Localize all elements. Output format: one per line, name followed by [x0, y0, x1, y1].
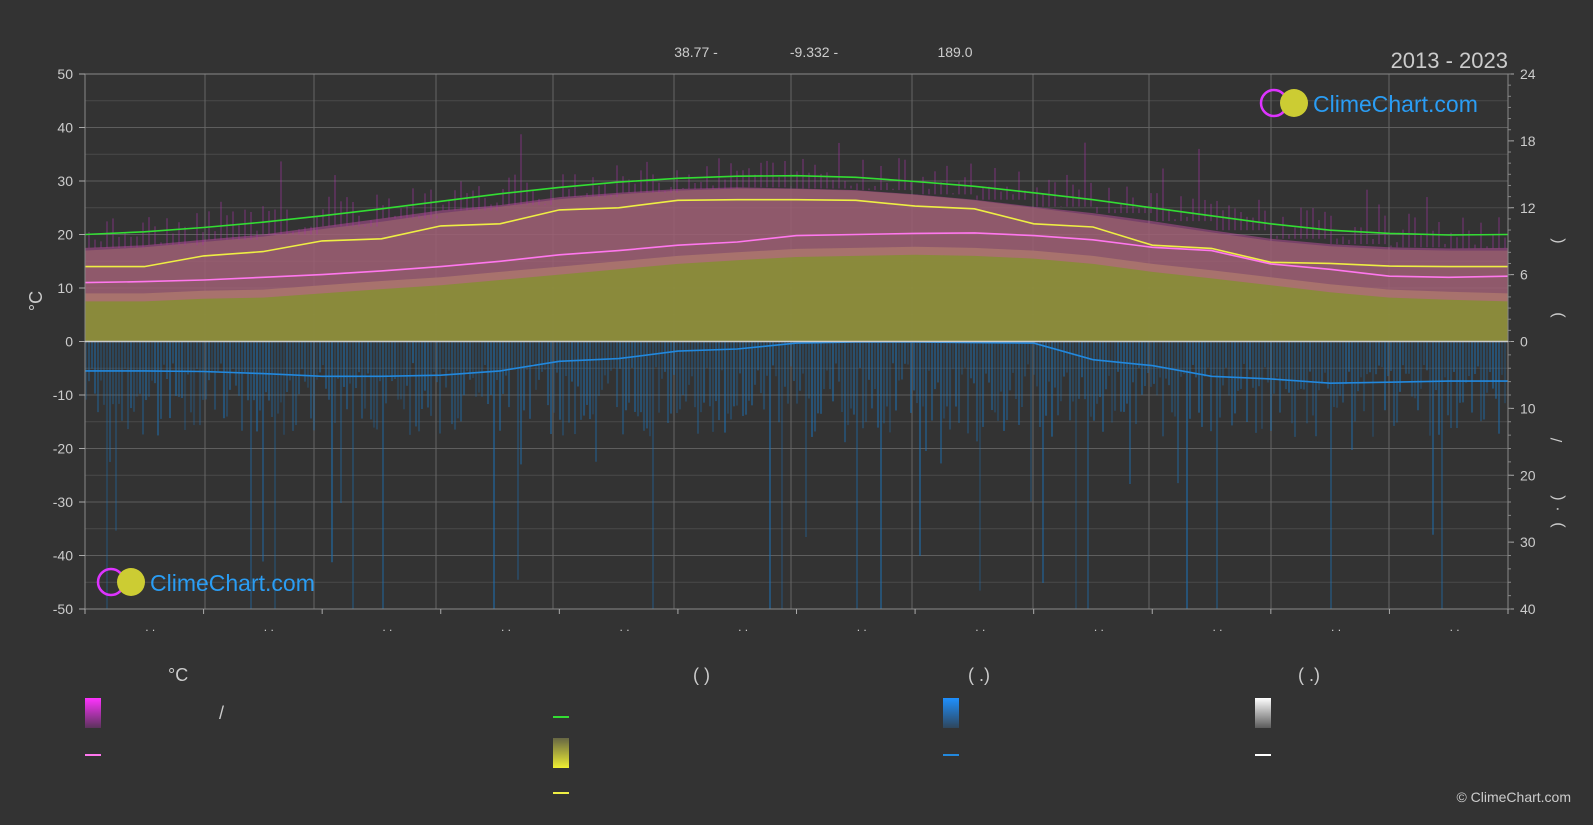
- legend-temp-mean-line: [85, 754, 101, 756]
- x-axis-month-label: . .: [1331, 620, 1341, 634]
- logo-sun-icon: [1280, 89, 1308, 117]
- legend-head-sun: ( ): [693, 665, 710, 685]
- logo-top: ClimeChart.com: [1259, 88, 1478, 118]
- logo-bottom: ClimeChart.com: [96, 567, 315, 597]
- right-axis-label-glyph: (: [1549, 238, 1566, 244]
- data-lines: [85, 174, 1508, 385]
- legend-rain-swatch: [943, 698, 959, 728]
- right-axis-tick-label: 18: [1520, 133, 1536, 149]
- right-axis-label-glyph: ): [1549, 312, 1566, 317]
- left-axis-tick-label: -30: [53, 494, 73, 510]
- logo-top-text: ClimeChart.com: [1313, 91, 1478, 117]
- header-elevation: 189.0: [937, 44, 972, 60]
- temperature-range-band: [85, 187, 1508, 302]
- right-axis-label-glyph: ): [1549, 522, 1566, 527]
- legend-rain-line: [943, 754, 959, 756]
- left-axis-tick-label: -20: [53, 441, 73, 457]
- left-axis-tick-label: 30: [57, 173, 73, 189]
- sunshine-bright-band: [85, 246, 1508, 342]
- axes: 50 40 30 20 10 0 -10 -20 -30 -40 -50 24 18 12 6 0 10 20 30…: [53, 66, 1566, 634]
- left-axis-tick-label: -50: [53, 601, 73, 617]
- legend-sunshine-swatch: [553, 738, 569, 768]
- right-axis-tick-label: 10: [1520, 400, 1536, 416]
- header-year-range: 2013 - 2023: [1391, 48, 1508, 73]
- x-axis-month-label: . .: [620, 620, 630, 634]
- x-axis-month-label: . .: [382, 620, 392, 634]
- x-axis-month-label: . .: [738, 620, 748, 634]
- left-axis-label: °C: [26, 291, 46, 311]
- series-line-precip: [85, 341, 1508, 385]
- left-axis-tick-label: 0: [65, 334, 73, 350]
- legend-snow-swatch: [1255, 698, 1271, 728]
- series-line-sunshine: [85, 198, 1508, 268]
- legend-temp-slash: /: [219, 703, 225, 723]
- x-axis-month-label: . .: [1094, 620, 1104, 634]
- right-axis-tick-label: 12: [1520, 200, 1536, 216]
- legend-snow-line: [1255, 754, 1271, 756]
- right-axis-tick-label: 40: [1520, 601, 1536, 617]
- legend-daylight-line: [553, 716, 569, 718]
- x-axis-month-label: . .: [1212, 620, 1222, 634]
- legend-temp-range-swatch: [85, 698, 101, 728]
- header-longitude: -9.332 -: [790, 44, 839, 60]
- left-axis-tick-label: 10: [57, 280, 73, 296]
- left-axis-tick-label: -10: [53, 387, 73, 403]
- right-axis-label-glyph: (: [1549, 495, 1566, 501]
- right-axis-label-glyph: /: [1549, 437, 1566, 442]
- right-axis-tick-label: 30: [1520, 534, 1536, 550]
- right-axis-tick-label: 0: [1520, 334, 1528, 350]
- right-axis-label-glyph: ·: [1549, 506, 1566, 511]
- x-axis-month-label: . .: [857, 620, 867, 634]
- left-axis-tick-label: 50: [57, 66, 73, 82]
- right-axis-tick-label: 20: [1520, 467, 1536, 483]
- legend-head-rain: ( .): [968, 665, 990, 685]
- legend-head-snow: ( .): [1298, 665, 1320, 685]
- x-axis-month-label: . .: [1450, 620, 1460, 634]
- left-axis-tick-label: -40: [53, 548, 73, 564]
- series-line-temp_mean: [85, 232, 1508, 284]
- right-axis-tick-label: 6: [1520, 267, 1528, 283]
- logo-bottom-text: ClimeChart.com: [150, 570, 315, 596]
- data-bands: [85, 134, 1508, 609]
- x-axis-month-label: . .: [975, 620, 985, 634]
- logo-sun-icon: [117, 568, 145, 596]
- x-axis-month-label: . .: [501, 620, 511, 634]
- left-axis-tick-label: 40: [57, 120, 73, 136]
- x-axis-month-label: . .: [264, 620, 274, 634]
- header-latitude: 38.77 -: [674, 44, 718, 60]
- copyright: © ClimeChart.com: [1456, 789, 1571, 805]
- right-axis-tick-label: 24: [1520, 66, 1536, 82]
- left-axis-tick-label: 20: [57, 227, 73, 243]
- legend-head-temperature: °C: [168, 665, 189, 685]
- series-line-daylight: [85, 174, 1508, 236]
- x-axis-month-label: . .: [145, 620, 155, 634]
- legend-sunshine-line: [553, 792, 569, 794]
